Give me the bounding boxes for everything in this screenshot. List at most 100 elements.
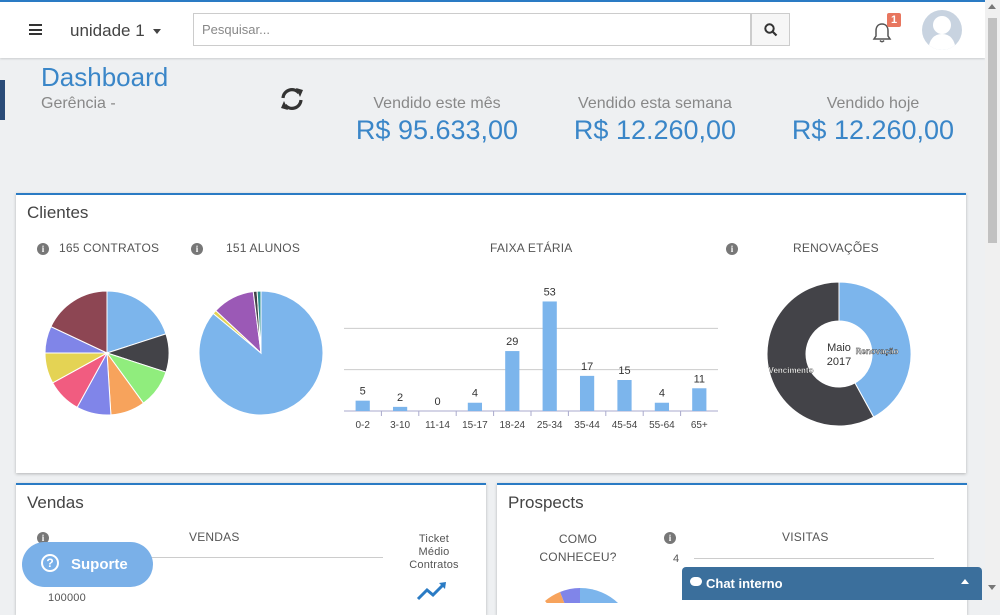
page-subtitle: Gerência - bbox=[41, 95, 116, 112]
renovacoes-label: RENOVAÇÕES bbox=[793, 241, 879, 255]
pie-slice[interactable] bbox=[838, 281, 912, 418]
ticket-line-2: Médio bbox=[418, 546, 450, 558]
refresh-button[interactable] bbox=[279, 86, 305, 117]
info-icon[interactable]: i bbox=[726, 243, 738, 255]
bar[interactable] bbox=[542, 301, 557, 411]
stat-value: R$ 95.633,00 bbox=[355, 115, 519, 145]
scroll-down-icon[interactable] bbox=[988, 585, 996, 590]
stat-week: Vendido esta semana R$ 12.260,00 bbox=[555, 95, 755, 146]
trend-up-icon bbox=[416, 582, 446, 601]
tick-label: 0-2 bbox=[355, 420, 370, 431]
bar[interactable] bbox=[692, 388, 707, 411]
search-input[interactable] bbox=[193, 13, 751, 46]
top-bar: unidade 1 1 bbox=[0, 0, 985, 58]
vendas-chart-label: VENDAS bbox=[189, 530, 240, 544]
sidebar-edge bbox=[0, 80, 5, 120]
tick-label: 45-54 bbox=[612, 420, 638, 431]
donut-center-label: 2017 bbox=[827, 356, 851, 368]
renovacoes-donut-chart: Maio 2017 Renovação Vencimento bbox=[766, 281, 912, 427]
faixa-etaria-bar-chart: 5 0-2 2 3-10 0 11-14 4 15-17 29 18-24 53 25-34 17 35-… bbox=[344, 286, 718, 431]
info-icon[interactable]: i bbox=[664, 532, 676, 544]
chevron-up-icon[interactable] bbox=[961, 579, 969, 584]
bar[interactable] bbox=[392, 406, 408, 411]
chat-label: Chat interno bbox=[706, 576, 783, 591]
stat-label: Vendido hoje bbox=[826, 95, 920, 112]
search-icon bbox=[764, 23, 778, 37]
question-icon: ? bbox=[41, 554, 59, 572]
donut-center-label: Maio bbox=[827, 342, 851, 354]
data-label: 4 bbox=[659, 388, 665, 400]
page-title: Dashboard bbox=[41, 62, 169, 92]
tick-label: 65+ bbox=[691, 420, 708, 431]
tick-label: 18-24 bbox=[500, 420, 526, 431]
pie-slice[interactable] bbox=[766, 281, 875, 427]
contratos-label: 165 CONTRATOS bbox=[59, 241, 160, 255]
tick-label: 55-64 bbox=[649, 420, 675, 431]
support-label: Suporte bbox=[71, 556, 128, 573]
scroll-up-icon[interactable] bbox=[988, 4, 996, 9]
bar[interactable] bbox=[467, 402, 483, 411]
como-conheceu-label: COMO CONHECEU? bbox=[537, 530, 619, 566]
pie-slice[interactable] bbox=[106, 290, 167, 354]
bell-icon bbox=[872, 23, 892, 43]
tick-label: 11-14 bbox=[425, 420, 450, 431]
pie-slice[interactable] bbox=[50, 290, 108, 354]
chat-widget[interactable]: Chat interno bbox=[682, 567, 982, 600]
stat-label: Vendido este mês bbox=[373, 95, 501, 112]
tick-label: 15-17 bbox=[462, 420, 488, 431]
stat-today: Vendido hoje R$ 12.260,00 bbox=[773, 95, 973, 146]
bar[interactable] bbox=[617, 380, 632, 411]
data-label: 5 bbox=[360, 386, 366, 398]
card-title: Vendas bbox=[27, 493, 84, 512]
visitas-axis-tick: 4 bbox=[673, 553, 680, 565]
clientes-card: Clientes i 165 CONTRATOS i 151 ALUNOS FA… bbox=[16, 193, 966, 473]
data-label: 29 bbox=[506, 336, 518, 348]
pie-slice[interactable] bbox=[256, 290, 262, 354]
info-icon[interactable]: i bbox=[37, 243, 49, 255]
ticket-line-3: Contratos bbox=[409, 559, 459, 571]
card-title: Prospects bbox=[508, 493, 584, 512]
menu-icon[interactable] bbox=[29, 24, 42, 35]
tick-label: 3-10 bbox=[390, 420, 410, 431]
data-label: 53 bbox=[544, 286, 556, 298]
tick-label: 35-44 bbox=[574, 420, 600, 431]
notifications-button[interactable] bbox=[872, 22, 892, 49]
chat-bubble-icon bbox=[690, 577, 702, 586]
info-icon[interactable]: i bbox=[37, 532, 49, 544]
como-line-1: COMO bbox=[558, 532, 598, 546]
stat-value: R$ 12.260,00 bbox=[573, 115, 737, 145]
ticket-line-1: Ticket bbox=[418, 533, 450, 545]
info-icon[interactable]: i bbox=[191, 243, 203, 255]
bar[interactable] bbox=[505, 351, 520, 411]
bar[interactable] bbox=[654, 402, 670, 411]
stat-month: Vendido este mês R$ 95.633,00 bbox=[337, 95, 537, 146]
slice-label: Vencimento bbox=[769, 366, 814, 375]
axis-tick: 100000 bbox=[48, 592, 86, 604]
alunos-pie-chart bbox=[198, 290, 324, 416]
gridline bbox=[694, 558, 934, 559]
avatar[interactable] bbox=[922, 10, 962, 50]
faixa-etaria-label: FAIXA ETÁRIA bbox=[490, 241, 573, 255]
scrollbar[interactable] bbox=[985, 0, 1000, 600]
scroll-thumb[interactable] bbox=[988, 18, 997, 243]
search-button[interactable] bbox=[751, 13, 790, 46]
notification-badge: 1 bbox=[887, 13, 902, 27]
alunos-label: 151 ALUNOS bbox=[226, 241, 301, 255]
visitas-label: VISITAS bbox=[782, 530, 829, 544]
stat-label: Vendido esta semana bbox=[578, 95, 732, 112]
card-title: Clientes bbox=[27, 203, 89, 222]
bar[interactable] bbox=[579, 375, 595, 411]
bar[interactable] bbox=[355, 400, 370, 411]
data-label: 17 bbox=[581, 361, 593, 373]
tick-label: 25-34 bbox=[537, 420, 563, 431]
como-line-2: CONHECEU? bbox=[539, 550, 617, 564]
contratos-pie-chart bbox=[44, 290, 170, 416]
unit-selector[interactable]: unidade 1 bbox=[70, 21, 161, 41]
refresh-icon bbox=[281, 88, 303, 110]
ticket-medio-label: Ticket Médio Contratos bbox=[409, 533, 459, 572]
unit-label: unidade 1 bbox=[70, 21, 145, 40]
user-icon bbox=[928, 16, 956, 50]
support-button[interactable]: ? Suporte bbox=[22, 542, 153, 587]
stat-value: R$ 12.260,00 bbox=[791, 115, 955, 145]
caret-down-icon bbox=[152, 29, 161, 35]
